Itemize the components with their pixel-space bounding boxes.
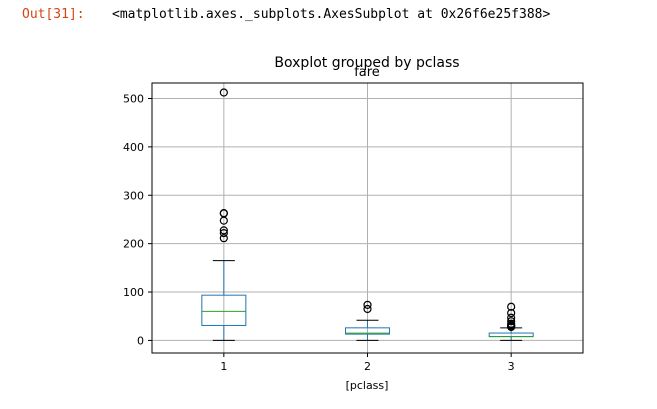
outlier-point [507, 319, 516, 328]
outlier-point [507, 308, 516, 318]
x-tick-label: 2 [364, 360, 371, 373]
outlier-point [363, 304, 372, 314]
box-group-2 [345, 300, 390, 341]
x-axis-label: [pclass] [346, 379, 389, 392]
chart-title: fare [354, 65, 380, 80]
outlier-point [219, 88, 228, 97]
outlier-point [363, 300, 372, 309]
output-text: <matplotlib.axes._subplots.AxesSubplot a… [112, 7, 551, 22]
outlier-point [219, 234, 228, 243]
box-group-1 [201, 88, 247, 341]
outlier-point [507, 317, 516, 326]
iqr-box [201, 294, 247, 326]
outlier-point [507, 302, 516, 311]
y-tick-label: 200 [123, 238, 144, 251]
y-tick-label: 100 [123, 286, 144, 299]
x-tick-label: 3 [508, 360, 515, 373]
ticks: 0 100 200 300 400 500 1 2 3 [123, 92, 515, 373]
y-tick-label: 400 [123, 141, 144, 154]
chart-suptitle: Boxplot grouped by pclass [274, 55, 459, 71]
iqr-box [345, 327, 390, 335]
box-group-3 [488, 302, 534, 341]
outlier-point [219, 226, 228, 235]
output-line: Out[31]: <matplotlib.axes._subplots.Axes… [0, 7, 550, 31]
y-tick-label: 300 [123, 189, 144, 202]
output-prompt: Out[31]: [22, 7, 85, 22]
boxes [201, 88, 534, 341]
outlier-point [219, 209, 228, 218]
outlier-point [507, 313, 516, 322]
grid-lines [152, 83, 583, 353]
y-tick-label: 500 [123, 92, 144, 105]
outlier-point [219, 228, 228, 238]
x-tick-label: 1 [220, 360, 227, 373]
y-tick-label: 0 [137, 334, 144, 347]
